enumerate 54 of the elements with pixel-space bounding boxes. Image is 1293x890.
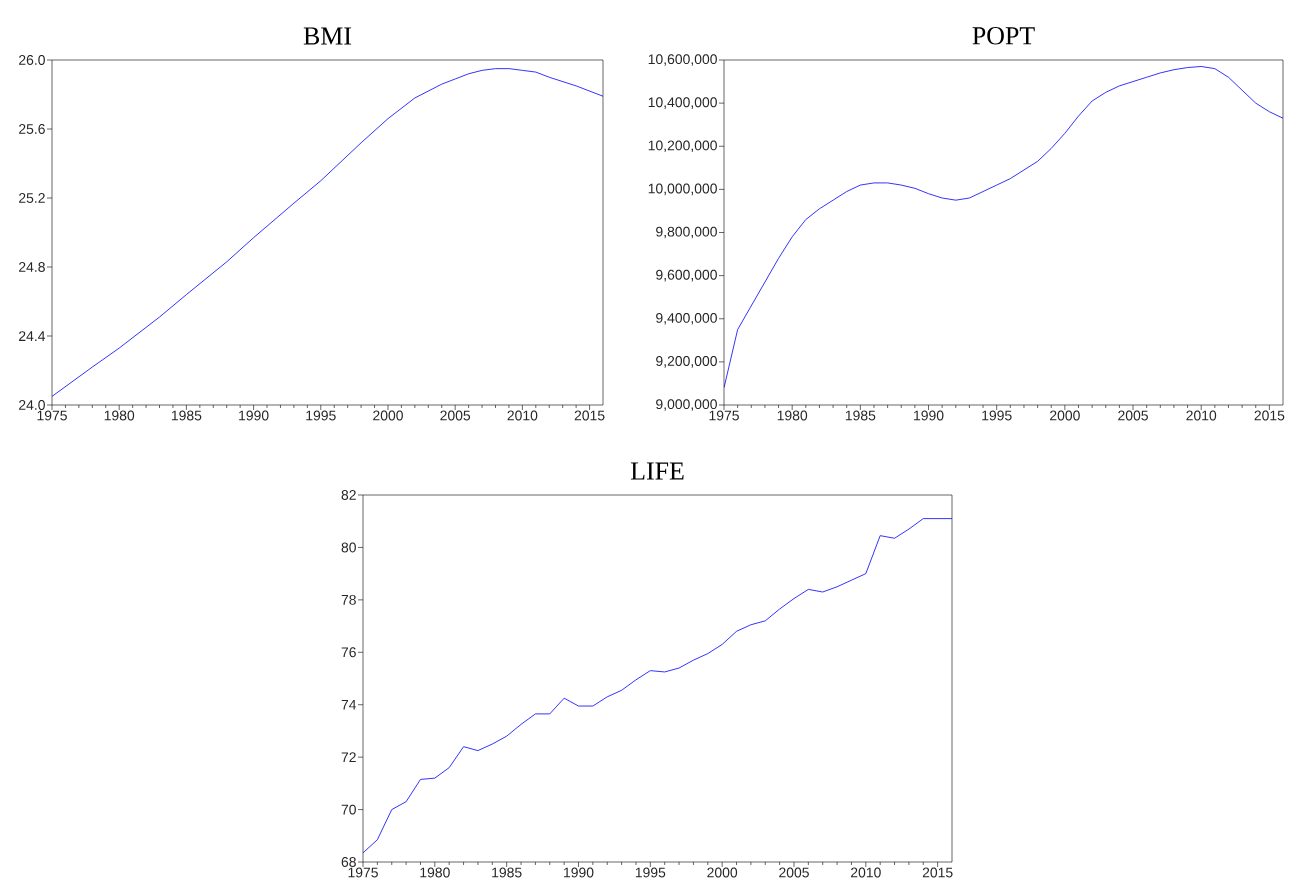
x-tick-label: 2015 [1254,410,1285,421]
x-tick-label: 2000 [1050,410,1080,421]
y-tick-label: 68 [341,857,356,867]
y-tick-label: 74 [341,699,357,710]
chart-title: LIFE [630,462,684,480]
x-tick-label: 1975 [709,410,739,421]
x-tick-label: 2005 [779,867,809,878]
x-tick-label: 2000 [373,410,403,421]
x-tick-label: 1985 [845,410,876,421]
y-tick-label: 80 [341,542,356,553]
chart-title: BMI [303,27,352,45]
y-tick-label: 24.8 [19,262,45,272]
x-tick-label: 2005 [440,410,471,421]
x-tick-label: 1990 [239,410,269,421]
x-tick-label: 2010 [507,410,538,421]
y-tick-label: 10,600,000 [648,54,717,66]
x-tick-label: 1990 [564,867,594,878]
x-tick-label: 1975 [37,410,67,421]
y-tick-label: 9,600,000 [656,269,717,282]
y-tick-label: 25.6 [19,124,45,134]
x-tick-label: 2010 [1186,410,1217,421]
x-tick-label: 1990 [914,410,944,421]
y-tick-label: 78 [341,594,356,605]
y-tick-label: 10,200,000 [648,140,717,153]
x-tick-label: 2000 [707,867,738,878]
y-tick-label: 9,400,000 [656,312,717,325]
y-tick-label: 82 [341,490,356,500]
y-tick-label: 70 [341,804,356,815]
x-tick-label: 2015 [574,410,605,421]
y-tick-label: 9,000,000 [656,399,717,411]
y-tick-label: 26.0 [19,55,45,65]
y-tick-label: 24.0 [19,400,45,410]
x-tick-label: 1995 [982,410,1012,421]
y-tick-label: 25.2 [19,193,45,203]
x-tick-label: 1995 [635,867,666,878]
x-tick-label: 1985 [492,867,522,878]
line-series [52,68,604,397]
x-tick-label: 2010 [851,867,881,878]
x-tick-label: 1980 [777,410,808,421]
x-tick-label: 1995 [306,410,336,421]
x-tick-label: 1980 [420,867,450,878]
y-tick-label: 76 [341,647,356,658]
x-tick-label: 1985 [171,410,202,421]
chart-title: POPT [972,27,1035,45]
y-tick-label: 10,400,000 [648,97,717,109]
x-tick-label: 2015 [922,867,953,878]
y-tick-label: 9,200,000 [656,356,717,368]
x-tick-label: 2005 [1118,410,1148,421]
y-tick-label: 9,800,000 [656,226,717,239]
x-tick-label: 1975 [348,867,378,878]
y-tick-label: 24.4 [19,331,46,341]
x-tick-label: 1980 [104,410,135,421]
y-tick-label: 72 [341,752,356,763]
y-tick-label: 10,000,000 [648,183,717,196]
